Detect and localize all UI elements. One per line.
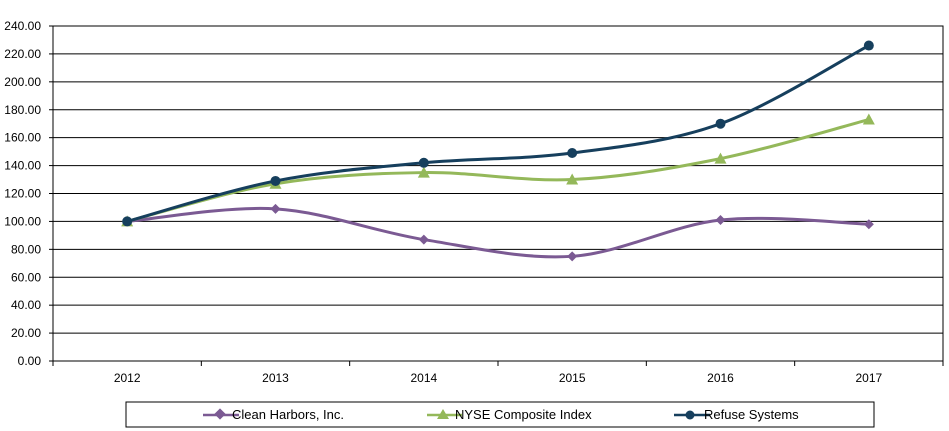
legend-box bbox=[125, 401, 875, 428]
series-line-clean-harbors-inc bbox=[127, 206, 869, 259]
series-lines bbox=[126, 44, 870, 259]
legend-label-nyse: NYSE Composite Index bbox=[455, 407, 592, 422]
y-tick-label: 100.00 bbox=[4, 214, 41, 228]
data-point-refuse-systems-2014 bbox=[418, 157, 429, 168]
data-point-clean-harbors-inc-2016 bbox=[715, 215, 726, 226]
legend-item-refuse-systems: Refuse Systems bbox=[674, 407, 799, 422]
x-tick-label: 2016 bbox=[707, 371, 734, 385]
data-point-clean-harbors-inc-2014 bbox=[418, 234, 429, 245]
y-tick-label: 80.00 bbox=[11, 242, 41, 256]
y-tick-label: 140.00 bbox=[4, 159, 41, 173]
legend-label-refuse-systems: Refuse Systems bbox=[704, 407, 799, 422]
y-tick-label: 220.00 bbox=[4, 47, 41, 61]
data-point-clean-harbors-inc-2013 bbox=[270, 203, 281, 214]
legend-marker-circle bbox=[685, 410, 695, 420]
data-point-nyse-composite-index-2017 bbox=[862, 113, 875, 125]
y-tick-label: 120.00 bbox=[4, 187, 41, 201]
y-axis-ticks: 0.00 20.00 40.00 60.00 80.00 100.00 120.00 140.… bbox=[4, 19, 53, 368]
x-tick-label: 2013 bbox=[262, 371, 289, 385]
x-tick-label: 2015 bbox=[559, 371, 586, 385]
legend-item-nyse: NYSE Composite Index bbox=[427, 407, 592, 422]
data-point-nyse-composite-index-2015 bbox=[566, 173, 579, 185]
y-tick-label: 60.00 bbox=[11, 270, 41, 284]
data-point-refuse-systems-2013 bbox=[270, 175, 281, 186]
y-tick-label: 0.00 bbox=[18, 354, 42, 368]
legend: Clean Harbors, Inc. NYSE Composite Index… bbox=[125, 401, 875, 428]
gridlines bbox=[53, 25, 943, 362]
legend-marker-diamond bbox=[214, 408, 226, 420]
y-tick-label: 200.00 bbox=[4, 75, 41, 89]
data-point-refuse-systems-2012 bbox=[122, 216, 133, 227]
y-tick-label: 40.00 bbox=[11, 298, 41, 312]
series-line-refuse-systems bbox=[126, 44, 870, 223]
x-axis-ticks: 2012 2013 2014 2015 2016 2017 bbox=[52, 361, 944, 385]
legend-marker-triangle bbox=[437, 409, 449, 419]
y-tick-label: 240.00 bbox=[4, 19, 41, 33]
data-point-refuse-systems-2017 bbox=[863, 40, 874, 51]
data-point-clean-harbors-inc-2015 bbox=[567, 251, 578, 262]
x-tick-label: 2014 bbox=[410, 371, 437, 385]
legend-label-clean-harbors: Clean Harbors, Inc. bbox=[232, 407, 344, 422]
x-tick-label: 2012 bbox=[114, 371, 141, 385]
data-point-refuse-systems-2015 bbox=[567, 148, 578, 159]
x-tick-label: 2017 bbox=[855, 371, 882, 385]
y-tick-label: 180.00 bbox=[4, 103, 41, 117]
legend-item-clean-harbors: Clean Harbors, Inc. bbox=[203, 407, 344, 422]
series-markers bbox=[121, 40, 875, 262]
data-point-nyse-composite-index-2014 bbox=[417, 166, 430, 178]
data-point-clean-harbors-inc-2017 bbox=[863, 219, 874, 230]
series-line-nyse-composite-index bbox=[126, 118, 870, 223]
data-point-nyse-composite-index-2016 bbox=[714, 152, 727, 164]
y-tick-label: 20.00 bbox=[11, 326, 41, 340]
data-point-refuse-systems-2016 bbox=[715, 118, 726, 129]
y-tick-label: 160.00 bbox=[4, 131, 41, 145]
